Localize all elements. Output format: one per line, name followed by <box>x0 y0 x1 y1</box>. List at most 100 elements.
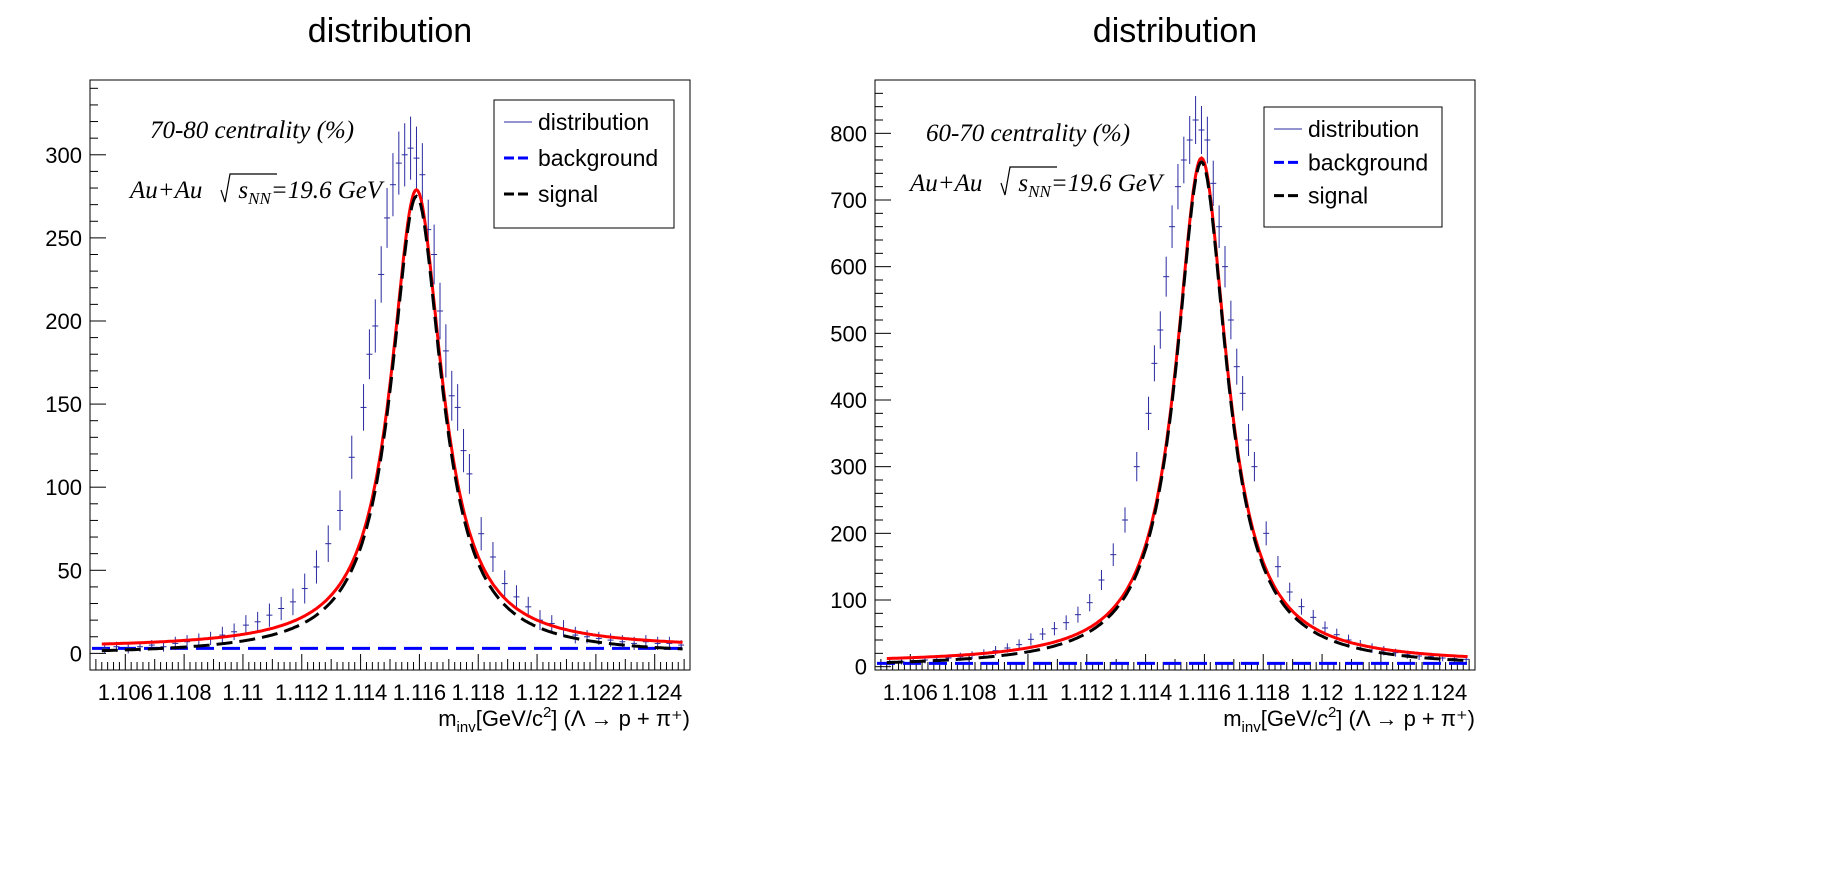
data-point <box>289 588 296 616</box>
x-axis-label: minv[GeV/c2] (Λ → p + π⁺) <box>438 704 690 736</box>
data-point <box>454 384 461 431</box>
legend-label: background <box>538 145 658 171</box>
sqrt-sign <box>1000 166 1057 196</box>
data-point <box>1110 543 1117 566</box>
data-point <box>1186 116 1193 164</box>
data-point <box>337 490 343 531</box>
data-point <box>419 143 426 207</box>
x-tick-label: 1.118 <box>1237 680 1290 705</box>
data-point <box>460 429 467 473</box>
fit-curve <box>101 187 683 646</box>
x-tick-label: 1.118 <box>452 680 505 705</box>
data-point <box>431 224 438 285</box>
data-point <box>1098 570 1105 590</box>
data-point <box>231 623 238 641</box>
data-point <box>1163 256 1170 297</box>
data-point <box>1157 311 1164 349</box>
y-tick-label: 50 <box>58 558 82 583</box>
x-tick-label: 1.11 <box>222 680 263 705</box>
legend-label: distribution <box>538 109 649 135</box>
legend-label: distribution <box>1308 116 1419 142</box>
data-point <box>1051 622 1058 636</box>
y-tick-label: 200 <box>830 521 867 546</box>
signal-curve <box>101 194 683 653</box>
y-tick-label: 0 <box>855 655 867 680</box>
legend: distribution background signal <box>1263 106 1443 228</box>
data-point <box>1192 96 1199 144</box>
x-tick-label: 1.124 <box>627 680 682 705</box>
data-point <box>1122 507 1128 533</box>
y-tick-label: 150 <box>45 392 82 417</box>
legend-box <box>493 99 675 229</box>
data-point <box>1233 348 1240 385</box>
data-point <box>325 525 332 562</box>
data-point <box>384 188 391 248</box>
y-tick-label: 300 <box>45 143 82 168</box>
data-point <box>1286 582 1293 602</box>
data-point <box>1216 205 1223 248</box>
data-point <box>242 615 249 636</box>
data-point <box>348 435 355 479</box>
x-tick-label: 1.114 <box>334 680 387 705</box>
data-point <box>366 329 373 380</box>
data-point <box>1274 556 1281 578</box>
data-point <box>448 370 455 421</box>
y-tick-label: 600 <box>830 255 867 280</box>
legend-box <box>1263 106 1443 228</box>
data-point <box>437 282 443 340</box>
data-point <box>442 324 449 378</box>
x-tick-label: 1.106 <box>883 680 938 705</box>
data-point <box>1180 136 1187 184</box>
chart-title-right: distribution <box>1092 12 1258 50</box>
y-tick-label: 700 <box>830 188 867 213</box>
data-point <box>413 126 420 190</box>
x-tick-label: 1.108 <box>157 680 212 705</box>
data-point <box>401 123 408 187</box>
plot-panel-1: 0 100 200 300 400 500 600 700 800 1.106 1.108 1.11 1… <box>830 79 1476 736</box>
y-tick-label: 0 <box>70 641 82 666</box>
data-point <box>266 603 273 627</box>
data-point <box>1074 606 1081 623</box>
data-point <box>313 550 320 584</box>
centrality-annotation: 70-80 centrality (%) <box>150 117 354 144</box>
data-point <box>501 570 508 597</box>
x-tick-label: 1.122 <box>568 680 623 705</box>
signal-curve <box>886 160 1468 664</box>
x-tick-label: 1.106 <box>98 680 153 705</box>
data-point <box>1263 521 1270 546</box>
data-point <box>360 384 367 431</box>
data-point <box>1086 594 1093 612</box>
y-tick-label: 250 <box>45 226 82 251</box>
data-point <box>301 573 308 604</box>
legend: distribution background signal <box>493 99 675 229</box>
data-point <box>219 626 226 644</box>
energy-annotation: Au+Au sNN=19.6 GeV <box>908 170 1165 201</box>
data-point <box>1151 345 1158 382</box>
data-point <box>1027 633 1034 646</box>
data-point <box>525 596 532 617</box>
x-tick-label: 1.116 <box>1178 680 1231 705</box>
y-tick-label: 100 <box>830 588 867 613</box>
x-tick-label: 1.122 <box>1353 680 1408 705</box>
data-point <box>1145 396 1152 430</box>
data-point <box>395 131 402 195</box>
energy-annotation: Au+Au sNN=19.6 GeV <box>128 177 385 208</box>
data-point <box>1239 376 1246 411</box>
x-tick-label: 1.116 <box>393 680 446 705</box>
legend-label: background <box>1308 149 1428 175</box>
data-point <box>489 542 496 572</box>
data-point <box>1198 106 1205 154</box>
x-tick-label: 1.11 <box>1007 680 1048 705</box>
x-tick-label: 1.12 <box>516 680 559 705</box>
chart-title-left: distribution <box>307 12 473 50</box>
data-point <box>254 611 261 632</box>
y-tick-label: 800 <box>830 121 867 146</box>
data-point <box>1204 116 1211 164</box>
data-point <box>278 596 285 621</box>
fit-curve <box>886 156 1468 660</box>
data-point <box>1133 452 1140 482</box>
y-tick-label: 400 <box>830 388 867 413</box>
